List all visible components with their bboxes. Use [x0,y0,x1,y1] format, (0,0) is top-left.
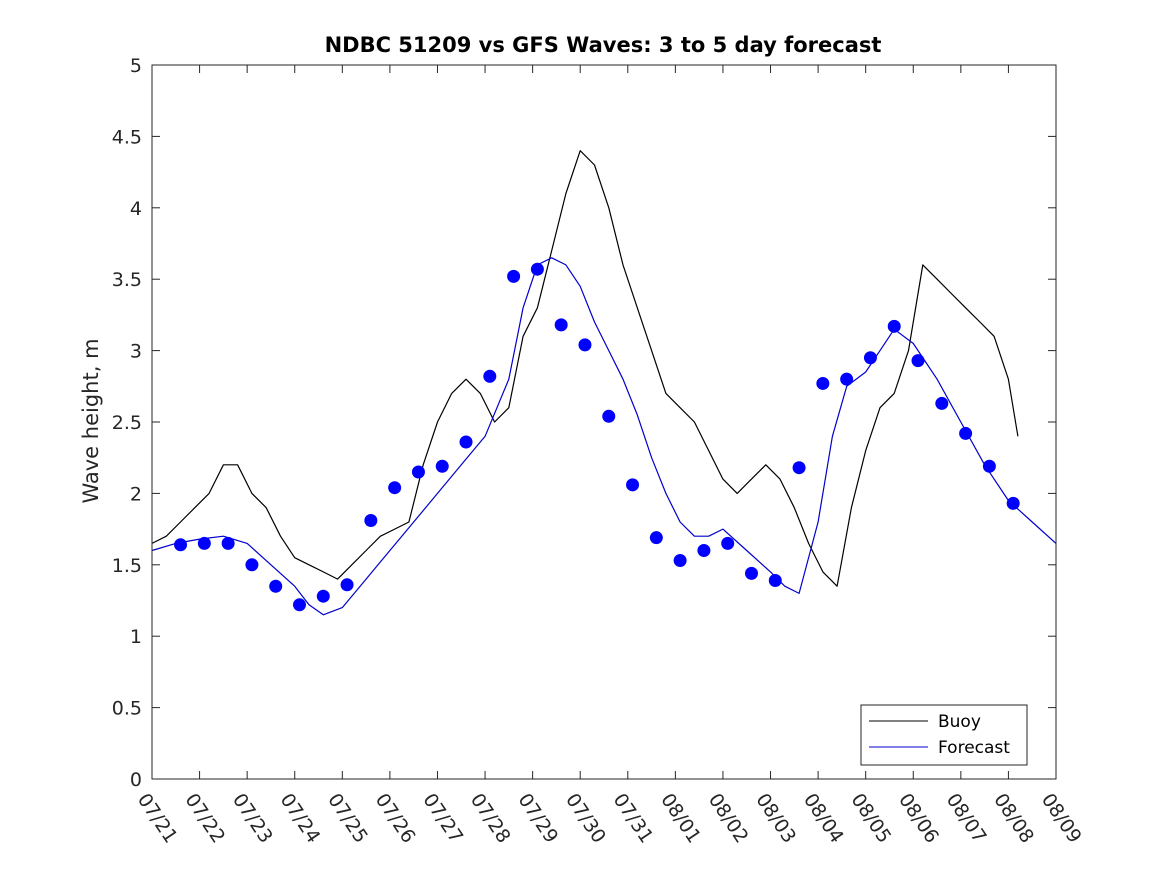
y-tick-label: 4.5 [112,126,142,148]
x-tick-label: 08/06 [894,789,943,847]
x-tick-label: 07/23 [228,789,277,847]
legend-box [860,704,1028,766]
legend: Buoy Forecast [860,704,1028,766]
x-tick-label: 07/22 [180,789,229,847]
x-tick-label: 07/25 [323,789,372,847]
forecast-marker [292,598,306,612]
forecast-marker [602,409,616,423]
forecast-marker [316,589,330,603]
y-axis-label: Wave height, m [79,338,103,503]
x-tick-label: 07/24 [276,789,325,847]
forecast-marker [649,531,663,545]
forecast-marker [935,396,949,410]
x-tick-label: 07/29 [513,789,562,847]
forecast-marker [459,435,473,449]
x-tick-label: 08/05 [847,789,896,847]
x-tick-label: 07/26 [371,789,420,847]
forecast-marker [1006,496,1020,510]
y-tick-label: 3.5 [112,269,142,291]
y-tick-label: 0 [130,769,142,791]
y-tick-label: 2 [130,483,142,505]
x-tick-label: 07/31 [609,789,658,847]
forecast-marker [721,536,735,550]
x-tick-label: 08/08 [989,789,1038,847]
y-tick-label: 5 [130,55,142,77]
forecast-marker [269,579,283,593]
forecast-marker [863,351,877,365]
forecast-marker [626,478,640,492]
forecast-marker [340,578,354,592]
forecast-marker [435,459,449,473]
x-tick-label: 08/01 [656,789,705,847]
forecast-marker [887,319,901,333]
forecast-marker [816,376,830,390]
x-tick-label: 07/28 [466,789,515,847]
forecast-marker [174,538,188,552]
forecast-marker [530,262,544,276]
forecast-marker [411,465,425,479]
forecast-marker [578,338,592,352]
forecast-marker [507,269,521,283]
y-tick-label: 3 [130,341,142,363]
y-tick-label: 2.5 [112,412,142,434]
buoy-series-line [151,150,1019,587]
forecast-marker [554,318,568,332]
x-tick-label: 07/21 [133,789,182,847]
y-tick-label: 4 [130,198,142,220]
forecast-marker [840,372,854,386]
y-tick-label: 0.5 [112,698,142,720]
x-tick-label: 07/27 [418,789,467,847]
forecast-series-line [151,257,1057,616]
forecast-marker [673,554,687,568]
y-axis: 0 0.5 1 1.5 2 2.5 3 3.5 4 4.5 5 [112,55,1056,791]
chart-title: NDBC 51209 vs GFS Waves: 3 to 5 day fore… [325,33,882,57]
forecast-marker [388,481,402,495]
forecast-marker [364,514,378,528]
forecast-marker [245,558,259,572]
forecast-marker [982,459,996,473]
legend-forecast-label: Forecast [938,738,1010,758]
x-tick-label: 08/07 [942,789,991,847]
x-tick-label: 07/30 [561,789,610,847]
axes-box [151,64,1057,780]
forecast-marker [768,574,782,588]
forecast-marker [744,566,758,580]
forecast-marker [697,544,711,558]
legend-buoy-label: Buoy [938,712,981,732]
x-tick-label: 08/04 [799,789,848,847]
forecast-marker [911,354,925,368]
forecast-marker [959,426,973,440]
forecast-marker [792,461,806,475]
y-tick-label: 1 [130,626,142,648]
x-tick-label: 08/02 [704,789,753,847]
x-tick-label: 08/09 [1037,789,1086,847]
forecast-marker [197,536,211,550]
forecast-marker [483,369,497,383]
x-tick-label: 08/03 [751,789,800,847]
forecast-marker [221,536,235,550]
y-tick-label: 1.5 [112,555,142,577]
plot-area [151,150,1057,616]
